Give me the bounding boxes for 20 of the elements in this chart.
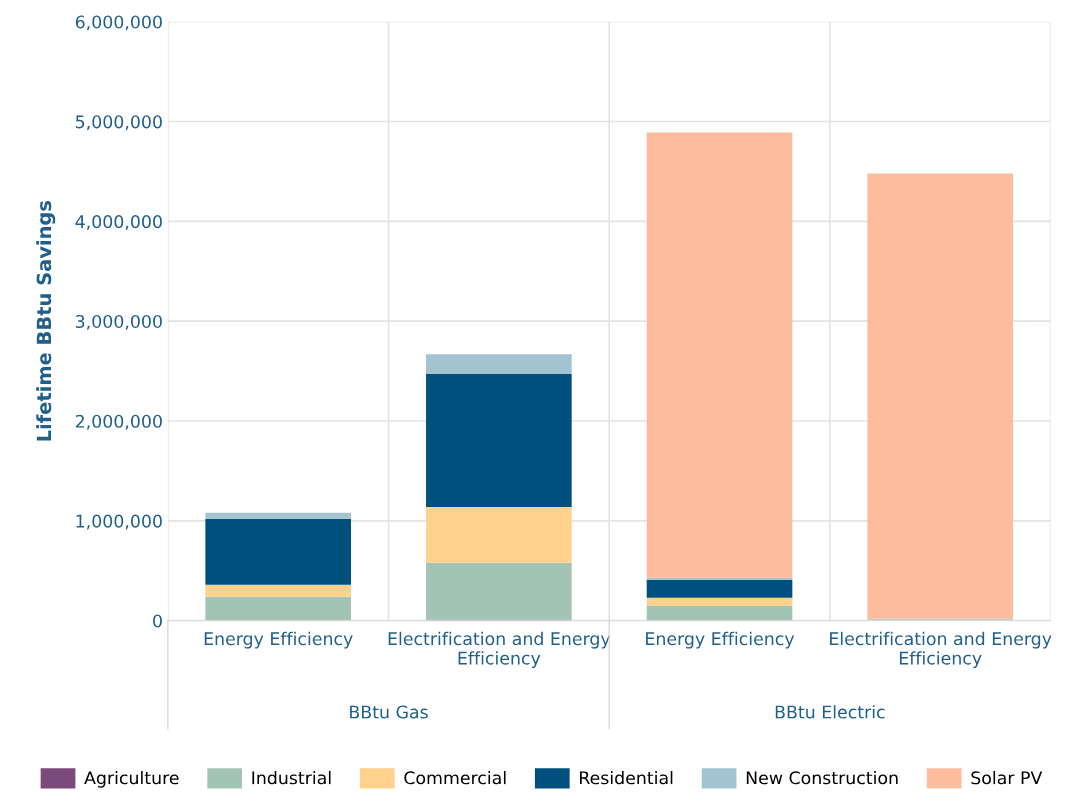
y-tick-label: 0 <box>153 614 162 628</box>
x-tick-label: Energy Efficiency <box>646 631 795 649</box>
y-axis-title: Lifetime BBtu Savings <box>36 201 56 441</box>
legend-label: Solar PV <box>971 770 1043 785</box>
text: BBtu Electric <box>775 705 885 719</box>
legend-label: Commercial <box>404 770 506 785</box>
text: BBtu Gas <box>350 705 428 719</box>
x-tick-label: Electrification and Energy Efficiency <box>388 631 611 669</box>
legend-label: Residential <box>580 770 673 785</box>
x-tick-label: Energy Efficiency <box>204 631 353 649</box>
y-tick-label: 3,000,000 <box>75 314 162 330</box>
y-tick-label: 1,000,000 <box>76 514 162 530</box>
x-tick-label: Electrification and Energy Efficiency <box>830 631 1052 669</box>
y-tick-label: 6,000,000 <box>75 15 162 31</box>
y-tick-label: 4,000,000 <box>75 215 162 230</box>
legend-label: Industrial <box>252 770 331 785</box>
y-tick-label: 2,000,000 <box>75 414 162 430</box>
legend-label: Agriculture <box>84 770 179 788</box>
y-tick-label: 5,000,000 <box>75 115 162 131</box>
legend-label: New Construction <box>746 770 898 785</box>
